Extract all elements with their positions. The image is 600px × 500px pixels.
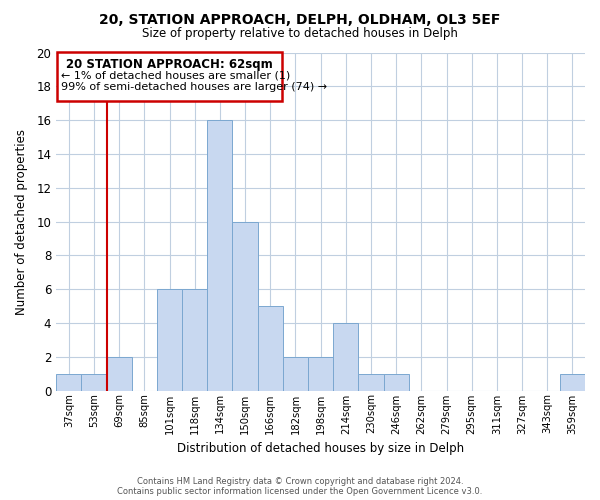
Text: Contains public sector information licensed under the Open Government Licence v3: Contains public sector information licen…: [118, 487, 482, 496]
Bar: [56, 374, 82, 390]
Bar: [333, 323, 358, 390]
Bar: [560, 374, 585, 390]
Bar: [358, 374, 383, 390]
Text: 99% of semi-detached houses are larger (74) →: 99% of semi-detached houses are larger (…: [61, 82, 328, 92]
Bar: [107, 356, 132, 390]
Bar: [383, 374, 409, 390]
Bar: [157, 289, 182, 390]
Text: ← 1% of detached houses are smaller (1): ← 1% of detached houses are smaller (1): [61, 70, 290, 80]
Text: Size of property relative to detached houses in Delph: Size of property relative to detached ho…: [142, 28, 458, 40]
Text: 20, STATION APPROACH, DELPH, OLDHAM, OL3 5EF: 20, STATION APPROACH, DELPH, OLDHAM, OL3…: [100, 12, 500, 26]
Bar: [232, 222, 257, 390]
Bar: [257, 306, 283, 390]
Bar: [182, 289, 207, 390]
Bar: [82, 374, 107, 390]
Bar: [308, 356, 333, 390]
Bar: [58, 52, 281, 100]
Text: Contains HM Land Registry data © Crown copyright and database right 2024.: Contains HM Land Registry data © Crown c…: [137, 477, 463, 486]
Y-axis label: Number of detached properties: Number of detached properties: [15, 128, 28, 314]
X-axis label: Distribution of detached houses by size in Delph: Distribution of detached houses by size …: [177, 442, 464, 455]
Bar: [207, 120, 232, 390]
Text: 20 STATION APPROACH: 62sqm: 20 STATION APPROACH: 62sqm: [66, 58, 273, 70]
Bar: [283, 356, 308, 390]
